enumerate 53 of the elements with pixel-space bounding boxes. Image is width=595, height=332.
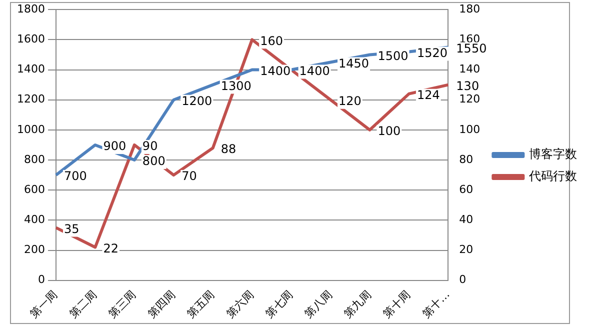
y2-tick-label: 120 bbox=[459, 92, 480, 106]
y2-tick-label: 100 bbox=[459, 122, 480, 136]
y2-tick-label: 140 bbox=[459, 62, 480, 76]
data-label: 1500 bbox=[378, 48, 408, 63]
y-tick-label: 1800 bbox=[16, 2, 45, 16]
y-tick-label: 600 bbox=[24, 182, 45, 196]
data-label: 1520 bbox=[416, 46, 448, 60]
y-tick-label: 1000 bbox=[16, 122, 45, 136]
y2-tick-label: 60 bbox=[459, 182, 474, 196]
y2-tick-label: 0 bbox=[459, 273, 466, 286]
data-label: 1550 bbox=[456, 41, 487, 56]
x-tick-label: 第十周 bbox=[380, 288, 414, 320]
x-tick-label: 第五周 bbox=[184, 288, 218, 320]
x-tick-label: 第四周 bbox=[145, 288, 178, 320]
data-label: 22 bbox=[103, 241, 118, 256]
x-tick-label: 第十… bbox=[420, 288, 452, 320]
y-tick-label: 800 bbox=[24, 152, 45, 166]
data-label: 1400 bbox=[260, 64, 291, 78]
y2-tick-label: 40 bbox=[459, 213, 474, 226]
y-tick-label: 200 bbox=[24, 243, 45, 256]
data-label: 35 bbox=[64, 222, 80, 236]
x-tick-label: 第二周 bbox=[66, 288, 100, 320]
data-label: 1400 bbox=[299, 64, 330, 78]
data-label: 1300 bbox=[220, 78, 252, 93]
data-label: 70 bbox=[182, 169, 197, 184]
data-label: 160 bbox=[260, 34, 283, 48]
data-label: 100 bbox=[378, 124, 401, 138]
data-label: 1450 bbox=[338, 56, 370, 70]
data-label: 1200 bbox=[182, 94, 212, 108]
x-tick-label: 第七周 bbox=[262, 288, 296, 320]
data-label: 124 bbox=[416, 88, 440, 102]
data-label: 88 bbox=[220, 142, 236, 156]
data-label: 800 bbox=[142, 154, 166, 168]
x-tick-label: 第六周 bbox=[224, 288, 256, 320]
y-tick-label: 400 bbox=[24, 213, 45, 226]
data-label: 90 bbox=[142, 139, 158, 154]
y-tick-label: 1400 bbox=[16, 62, 45, 76]
x-tick-label: 第一周 bbox=[28, 288, 60, 320]
data-label: 120 bbox=[338, 94, 362, 108]
legend-label: 博客字数 bbox=[529, 147, 578, 162]
y-tick-label: 0 bbox=[38, 273, 45, 286]
y-tick-label: 1600 bbox=[16, 32, 45, 46]
data-label: 130 bbox=[456, 78, 480, 93]
y2-tick-label: 180 bbox=[459, 2, 480, 16]
y-tick-label: 1200 bbox=[16, 92, 45, 106]
y2-tick-label: 20 bbox=[459, 243, 474, 256]
x-tick-label: 第三周 bbox=[106, 288, 139, 320]
y2-tick-label: 80 bbox=[459, 152, 474, 166]
data-label: 700 bbox=[64, 169, 87, 184]
x-tick-label: 第九周 bbox=[341, 288, 374, 320]
x-tick-label: 第八周 bbox=[302, 288, 335, 320]
legend-label: 代码行数 bbox=[528, 169, 578, 184]
data-label: 900 bbox=[103, 139, 126, 154]
